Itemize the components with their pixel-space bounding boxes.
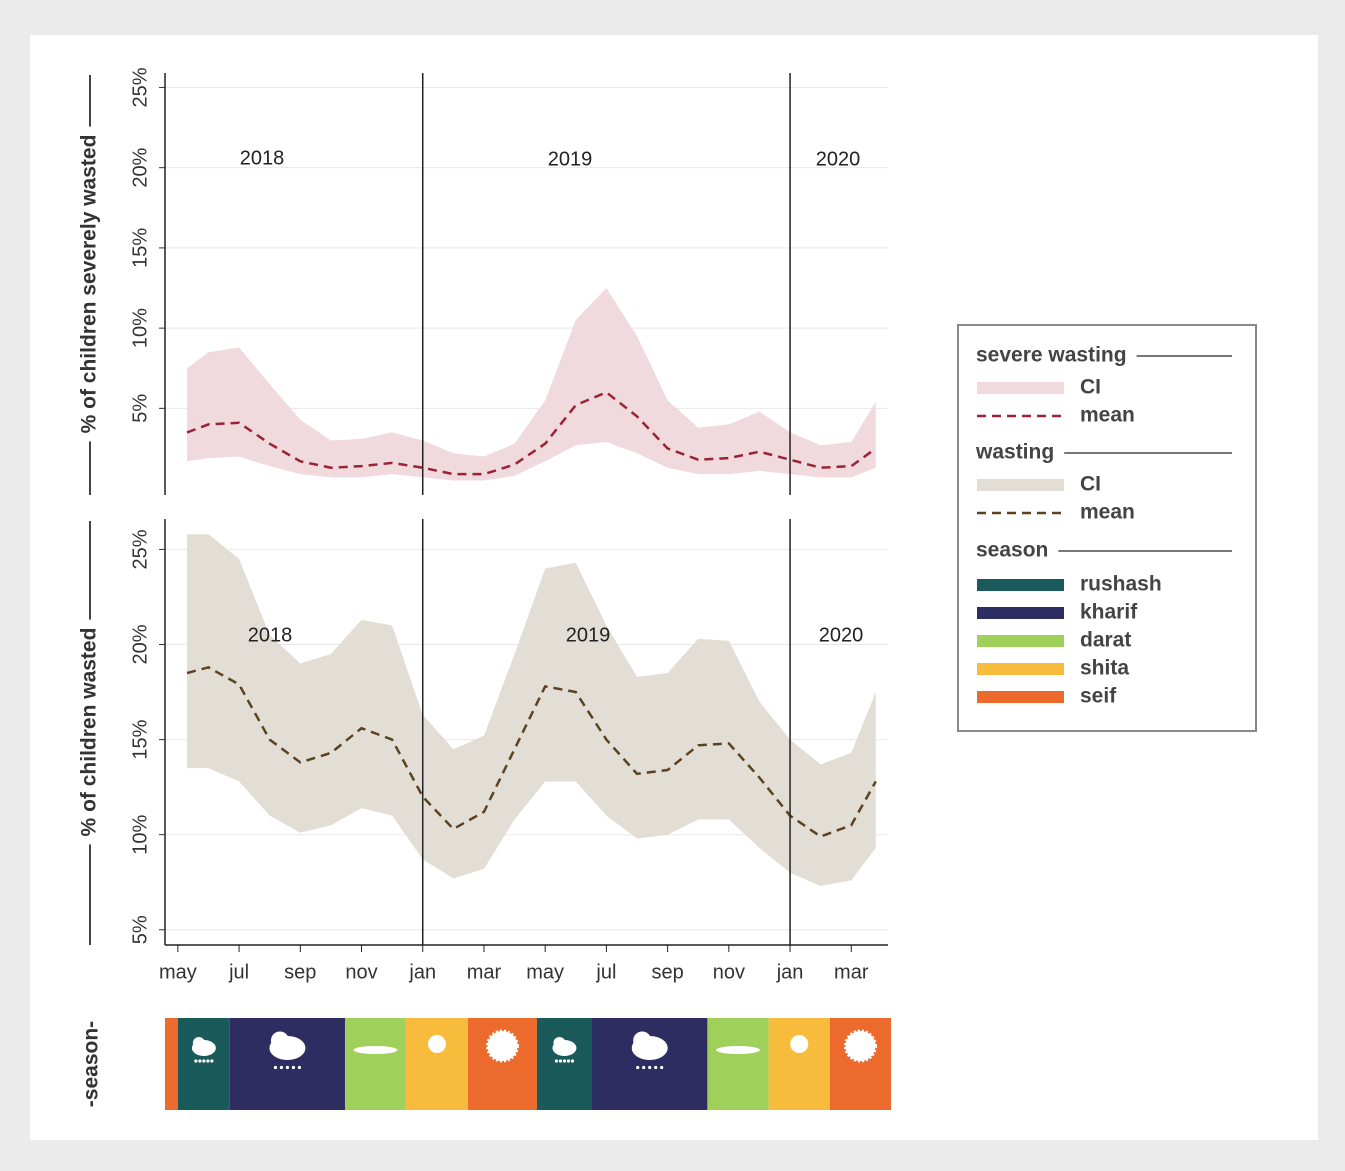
legend-label: kharif [1080, 601, 1138, 624]
year-label: 2018 [240, 147, 285, 169]
legend-swatch [977, 579, 1064, 591]
y-tick-label: 5% [129, 915, 151, 944]
legend-title: season [976, 539, 1048, 562]
x-tick-label: jan [408, 961, 436, 983]
rain-drop [202, 1059, 206, 1063]
legend-title: wasting [975, 441, 1054, 464]
season-axis-title: -season- [80, 1021, 103, 1107]
season-segment [592, 1018, 708, 1110]
mean-line [186, 390, 877, 476]
y-tick-label: 10% [129, 308, 151, 348]
ci-band [187, 534, 876, 887]
cloud-icon [553, 1037, 566, 1049]
legend-label: rushash [1080, 573, 1162, 596]
sun-icon [790, 1035, 809, 1053]
x-tick-label: nov [713, 961, 745, 983]
legend-label: CI [1080, 376, 1101, 399]
legend-label: CI [1080, 473, 1101, 496]
x-tick-label: mar [467, 961, 502, 983]
season-segment [165, 1018, 178, 1110]
cloud-icon [270, 1031, 289, 1050]
cloud-icon [192, 1037, 205, 1049]
rain-drop [566, 1059, 571, 1063]
rain-drop [194, 1059, 198, 1063]
rain-drop [297, 1065, 302, 1070]
legend-swatch [977, 663, 1064, 675]
rain-drop [570, 1059, 575, 1063]
cloud-icon [633, 1031, 652, 1050]
legend-label: mean [1080, 501, 1135, 524]
legend-swatch [977, 635, 1064, 647]
rain-drop [279, 1065, 284, 1070]
year-label: 2019 [566, 624, 611, 646]
y-tick-label: 20% [129, 147, 151, 187]
mean-line [186, 666, 877, 838]
rain-drop [554, 1059, 559, 1063]
sun-icon [485, 1029, 519, 1063]
x-tick-label: sep [284, 961, 316, 983]
legend-swatch [977, 479, 1064, 491]
season-segment [177, 1018, 230, 1110]
year-label: 2018 [248, 624, 293, 646]
y-tick-label: 5% [129, 394, 151, 423]
rain-drop [642, 1065, 646, 1070]
rain-drop [562, 1059, 567, 1063]
rain-drop [654, 1065, 658, 1070]
x-tick-label: mar [834, 961, 869, 983]
legend-label: mean [1080, 404, 1135, 427]
season-segment [707, 1018, 769, 1110]
rain-drop [660, 1065, 664, 1070]
rain-drop [558, 1059, 563, 1063]
legend-swatch [977, 382, 1064, 394]
legend-title: severe wasting [976, 344, 1127, 367]
legend-swatch [977, 691, 1064, 703]
legend-label: darat [1080, 629, 1131, 652]
x-tick-label: may [159, 961, 197, 983]
rain-drop [285, 1065, 290, 1070]
x-tick-label: jan [776, 961, 804, 983]
rain-drop [636, 1065, 640, 1070]
rain-drop [291, 1065, 296, 1070]
ci-band [187, 288, 876, 481]
y-axis-title: % of children severely wasted [78, 135, 101, 434]
x-tick-label: may [526, 961, 564, 983]
year-label: 2020 [816, 148, 861, 170]
y-tick-label: 10% [129, 814, 151, 854]
year-label: 2019 [548, 148, 593, 170]
season-segment [405, 1018, 469, 1110]
season-segment [229, 1018, 345, 1110]
y-tick-label: 25% [129, 67, 151, 107]
x-tick-label: sep [651, 961, 683, 983]
cloud-icon [716, 1046, 761, 1054]
y-tick-label: 25% [129, 529, 151, 569]
x-tick-label: jul [228, 961, 249, 983]
rain-drop [206, 1059, 210, 1063]
y-tick-label: 15% [129, 228, 151, 268]
season-segment [536, 1018, 593, 1110]
sun-icon [843, 1029, 877, 1063]
x-tick-label: nov [345, 961, 377, 983]
year-label: 2020 [819, 624, 864, 646]
rain-drop [198, 1059, 202, 1063]
season-segment [768, 1018, 830, 1110]
y-tick-label: 20% [129, 624, 151, 664]
rain-drop [648, 1065, 652, 1070]
y-axis-title: % of children wasted [78, 628, 101, 837]
sun-icon [427, 1035, 446, 1053]
rain-drop [210, 1059, 214, 1063]
x-tick-label: jul [595, 961, 616, 983]
legend-label: shita [1080, 657, 1129, 680]
season-segment [344, 1018, 406, 1110]
y-tick-label: 15% [129, 719, 151, 759]
cloud-icon [353, 1046, 398, 1054]
legend-swatch [977, 607, 1064, 619]
rain-drop [273, 1065, 278, 1070]
legend-label: seif [1080, 685, 1117, 708]
